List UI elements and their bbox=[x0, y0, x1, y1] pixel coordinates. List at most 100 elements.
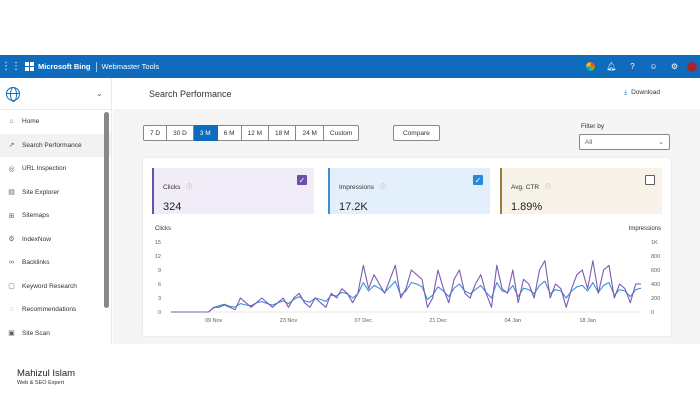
metric-clicks-label: Clicks bbox=[163, 184, 181, 191]
sidebar-item-home[interactable]: ⌂ Home bbox=[0, 110, 111, 134]
sidebar-item-label: Recommendations bbox=[22, 306, 77, 314]
sidebar-scrollbar[interactable] bbox=[104, 112, 109, 308]
x-tick: 18 Jan bbox=[579, 318, 596, 324]
filter-label: Filter by bbox=[581, 123, 605, 130]
info-icon[interactable]: ⓘ bbox=[545, 185, 552, 191]
metric-impressions-label: Impressions bbox=[339, 184, 375, 191]
sidebar-nav: ⌂ Home ↗ Search Performance ◎ URL Inspection ▤… bbox=[0, 110, 111, 344]
metric-clicks[interactable]: Clicks ⓘ 324 ✓ bbox=[152, 168, 314, 214]
compare-button[interactable]: Compare bbox=[393, 125, 440, 141]
x-tick: 07 Dec bbox=[355, 318, 373, 324]
sidebar-item-search-performance[interactable]: ↗ Search Performance bbox=[0, 133, 111, 157]
indexnow-icon: ⚙ bbox=[8, 236, 15, 244]
sidebar-item-label: Backlinks bbox=[22, 259, 50, 267]
x-tick: 23 Nov bbox=[280, 318, 298, 324]
feedback-icon[interactable]: ☺ bbox=[649, 62, 658, 71]
sidebar-item-site-explorer[interactable]: ▤ Site Explorer bbox=[0, 181, 111, 205]
range-12m[interactable]: 12 M bbox=[241, 125, 269, 141]
brand-name[interactable]: Microsoft Bing bbox=[38, 62, 91, 71]
y-axis-left-label: Clicks bbox=[155, 226, 171, 232]
author-role: Web & SEO Expert bbox=[17, 380, 64, 386]
settings-icon[interactable]: ⚙ bbox=[670, 62, 679, 71]
footer: Mahizul Islam Web & SEO Expert bbox=[0, 344, 700, 400]
y-left-tick: 0 bbox=[158, 310, 161, 316]
sidebar-item-label: Sitemaps bbox=[22, 212, 50, 220]
sidebar-item-label: IndexNow bbox=[22, 235, 51, 243]
filter-dropdown[interactable]: All ⌄ bbox=[579, 134, 670, 150]
metric-ctr-label: Avg. CTR bbox=[511, 184, 540, 191]
sidebar-item-label: Home bbox=[22, 118, 40, 126]
range-3m[interactable]: 3 M bbox=[193, 125, 218, 141]
sidebar-item-label: Search Performance bbox=[22, 141, 82, 149]
filter-value: All bbox=[585, 138, 593, 146]
y-right-tick: 800 bbox=[651, 254, 660, 260]
download-button[interactable]: ⤓ Download bbox=[624, 89, 660, 97]
metric-impressions-value: 17.2K bbox=[339, 201, 368, 213]
metric-ctr-value: 1.89% bbox=[511, 201, 543, 213]
metric-impressions-checkbox[interactable]: ✓ bbox=[473, 175, 483, 185]
sitemap-icon: ⊞ bbox=[8, 212, 15, 220]
page-title: Search Performance bbox=[149, 88, 232, 99]
range-24m[interactable]: 24 M bbox=[296, 125, 324, 141]
x-tick: 21 Dec bbox=[429, 318, 447, 324]
y-right-tick: 1K bbox=[651, 240, 658, 246]
series-line-clicks bbox=[171, 260, 641, 313]
waffle-icon[interactable]: ⋮⋮ bbox=[1, 61, 21, 72]
range-30d[interactable]: 30 D bbox=[167, 125, 194, 141]
avatar[interactable] bbox=[687, 61, 697, 72]
trend-icon: ↗ bbox=[8, 142, 15, 150]
bell-icon[interactable]: 🔔︎ bbox=[606, 62, 617, 71]
metric-impressions[interactable]: Impressions ⓘ 17.2K ✓ bbox=[328, 168, 490, 214]
y-right-tick: 400 bbox=[651, 282, 660, 288]
link-icon: ∞ bbox=[9, 259, 14, 267]
y-left-tick: 9 bbox=[158, 268, 161, 274]
sidebar-item-sitemaps[interactable]: ⊞ Sitemaps bbox=[0, 204, 111, 228]
brand-separator bbox=[95, 61, 97, 72]
sidebar-item-site-scan[interactable]: ▣ Site Scan bbox=[0, 322, 111, 345]
y-right-tick: 200 bbox=[651, 296, 660, 302]
info-icon[interactable]: ⓘ bbox=[186, 185, 193, 191]
sidebar-item-label: Keyword Research bbox=[22, 282, 77, 290]
range-custom[interactable]: Custom bbox=[323, 125, 360, 141]
y-left-tick: 12 bbox=[155, 254, 161, 260]
metric-ctr[interactable]: Avg. CTR ⓘ 1.89% bbox=[500, 168, 662, 214]
site-scan-icon: ▣ bbox=[8, 330, 15, 338]
sidebar-item-indexnow[interactable]: ⚙ IndexNow bbox=[0, 228, 111, 252]
product-name[interactable]: Webmaster Tools bbox=[101, 62, 160, 71]
site-selector[interactable]: ⌄ bbox=[0, 78, 111, 110]
sidebar-item-keyword-research[interactable]: ▢ Keyword Research bbox=[0, 275, 111, 299]
download-label: Download bbox=[631, 89, 660, 96]
help-icon[interactable]: ? bbox=[630, 62, 635, 71]
y-left-tick: 15 bbox=[155, 240, 161, 246]
sidebar-item-recommendations[interactable]: ◌ Recommendations bbox=[0, 298, 111, 322]
microsoft-logo-icon bbox=[25, 62, 34, 71]
sidebar-item-label: Site Scan bbox=[22, 329, 50, 337]
globe-icon bbox=[6, 86, 20, 102]
copilot-icon[interactable] bbox=[580, 62, 601, 71]
range-18m[interactable]: 18 M bbox=[269, 125, 297, 141]
home-icon: ⌂ bbox=[9, 118, 14, 126]
metric-clicks-checkbox[interactable]: ✓ bbox=[297, 175, 307, 185]
info-icon[interactable]: ⓘ bbox=[380, 185, 387, 191]
range-7d[interactable]: 7 D bbox=[143, 125, 168, 141]
top-bar-actions: 🔔︎ ? ☺ ⚙ bbox=[580, 55, 700, 78]
metric-ctr-checkbox[interactable] bbox=[645, 175, 655, 185]
sidebar-item-backlinks[interactable]: ∞ Backlinks bbox=[0, 251, 111, 275]
x-tick: 04 Jan bbox=[505, 318, 522, 324]
site-explorer-icon: ▤ bbox=[8, 189, 15, 197]
keyword-icon: ▢ bbox=[8, 283, 15, 291]
x-tick: 09 Nov bbox=[205, 318, 223, 324]
top-bar: ⋮⋮ Microsoft Bing Webmaster Tools 🔔︎ ? ☺… bbox=[0, 55, 700, 78]
y-axis-right-label: Impressions bbox=[629, 226, 661, 232]
sidebar-item-url-inspection[interactable]: ◎ URL Inspection bbox=[0, 157, 111, 181]
sidebar-item-label: URL Inspection bbox=[22, 165, 67, 173]
recommendations-icon: ◌ bbox=[9, 306, 14, 314]
y-left-tick: 6 bbox=[158, 282, 161, 288]
y-left-tick: 3 bbox=[158, 296, 161, 302]
url-inspection-icon: ◎ bbox=[8, 165, 15, 173]
chevron-down-icon[interactable]: ⌄ bbox=[96, 89, 103, 98]
range-6m[interactable]: 6 M bbox=[217, 125, 242, 141]
metric-clicks-value: 324 bbox=[163, 201, 182, 213]
